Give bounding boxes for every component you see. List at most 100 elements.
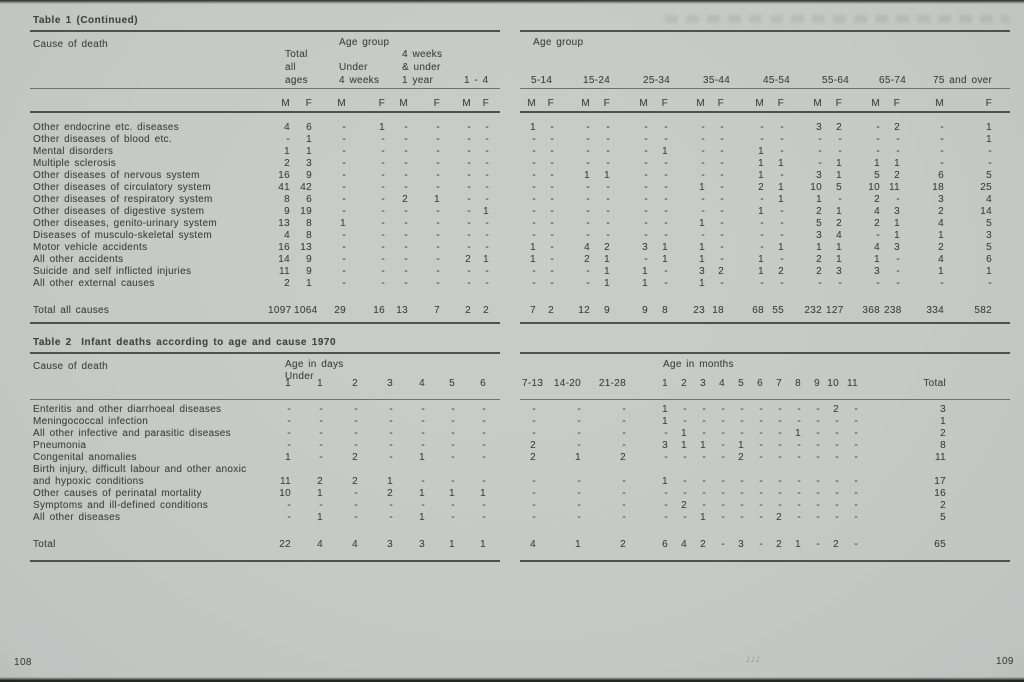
table-total-row: 4 1 2 6 4 2 - 3 - 2 1 - 2 - 65 [522,524,950,551]
column-header-cell: F [482,98,489,109]
table-cell: - [342,206,346,217]
table-cell: - [532,194,536,205]
table-cell: - [622,428,626,439]
table-cell: - [354,440,358,451]
table-cell: 3 [816,122,822,133]
table-cell: 1 [778,158,784,169]
column-header-cell: F [835,98,842,109]
table2-right-data: 7-13 14-20 21-28 1 2 3 4 5 6 7 8 9 10 11 Total - - -1- - - -… [522,376,950,551]
table-cell: 1 [681,440,687,451]
column-header-cell: 11 [847,378,858,389]
table-cell: Other diseases, genito-urinary system [33,218,218,229]
column-header-cell: F [603,98,610,109]
table-cell: 5 [874,170,880,181]
table-cell: Other diseases of nervous system [33,170,200,181]
table-cell: - [780,146,784,157]
table-cell: Other diseases of digestive system [33,206,205,217]
column-header-cell: 4 [419,378,425,389]
table-cell: 1 [662,416,668,427]
table-cell: - [381,146,385,157]
table-row: Pneumonia - - - - - - - [33,440,490,452]
table-cell: - [816,416,820,427]
column-header-cell: M [581,98,590,109]
table-cell: 3 [816,170,822,181]
table-cell: 2 [317,476,323,487]
table-cell: - [436,230,440,241]
table-cell: - [532,278,536,289]
table-cell: - [404,146,408,157]
table-cell: 29 [334,305,346,316]
column-header-cell: F [305,98,312,109]
table-cell: - [664,122,668,133]
table-cell: - [354,404,358,415]
table-row: All other accidents 14 9 - - - - 2 1 [33,254,493,266]
table-cell: - [896,278,900,289]
table-cell: 1 [662,254,668,265]
column-header-cell: M [337,98,346,109]
table-cell: - [701,146,705,157]
table-cell: 68 [752,305,764,316]
table-cell: - [988,278,992,289]
table-row: Diseases of musculo-skeletal system 4 8 - - -… [33,230,493,242]
table-cell: - [354,416,358,427]
table-cell: 3 [662,440,668,451]
table-cell: - [644,230,648,241]
table-cell: - [760,278,764,289]
table-cell: 1 [285,452,291,463]
table-cell: - [451,500,455,511]
table-row: 2 - - 3 1 1 - 1 - - - - - - 8 [522,440,950,452]
table-cell: - [436,158,440,169]
table2-under-label: Under [285,371,314,382]
table-cell: - [421,476,425,487]
table-cell: - [988,158,992,169]
table-cell: - [702,416,706,427]
table-cell: 2 [700,539,706,550]
column-header-4-weeks-under-1-year: 4 weeks & under 1 year [402,49,443,86]
table-cell: - [404,242,408,253]
table-cell: 17 [934,476,946,487]
column-header-cell: F [378,98,385,109]
table-cell: - [778,500,782,511]
table-cell: - [586,194,590,205]
table-cell: - [451,428,455,439]
table-cell: 2 [874,218,880,229]
column-header-1-4: 1 - 4 [464,75,489,86]
table-cell: - [835,440,839,451]
column-header-cell: 5 [738,378,744,389]
table-cell: 1 [836,254,842,265]
table-cell: - [896,266,900,277]
column-header-cell: F [717,98,724,109]
table-cell: 1 [662,242,668,253]
table-cell: - [702,488,706,499]
column-header-cell: F [777,98,784,109]
table2-cause-of-death-label: Cause of death [33,361,109,372]
table-row: - - - 1 - - - - - - - - - - 17 [522,464,950,488]
table-cell: - [532,512,536,523]
table-cell: - [780,134,784,145]
table-cell: - [797,440,801,451]
table-cell: - [622,500,626,511]
table-cell: - [702,476,706,487]
table-cell: - [701,122,705,133]
table-cell: - [854,488,858,499]
table-cell: 2 [776,512,782,523]
table-cell: 1 [758,170,764,181]
table-cell: - [838,146,842,157]
table-cell: - [577,500,581,511]
table-cell: 1 [449,488,455,499]
table-row: - - - - - 1 - - 1 - - - - - - - [522,146,996,158]
table-cell: - [532,428,536,439]
table-cell: - [485,182,489,193]
table-cell: - [683,452,687,463]
table-cell: - [342,194,346,205]
table-cell: 7 [434,305,440,316]
table-cell: - [451,404,455,415]
table-cell: 1 [483,254,489,265]
table-cell: - [381,266,385,277]
table-row: - - - - 2 - - - - - - - - - 2 [522,500,950,512]
table-cell: - [701,170,705,181]
table-cell: Multiple sclerosis [33,158,117,169]
table-cell: - [759,512,763,523]
table-cell: - [586,230,590,241]
